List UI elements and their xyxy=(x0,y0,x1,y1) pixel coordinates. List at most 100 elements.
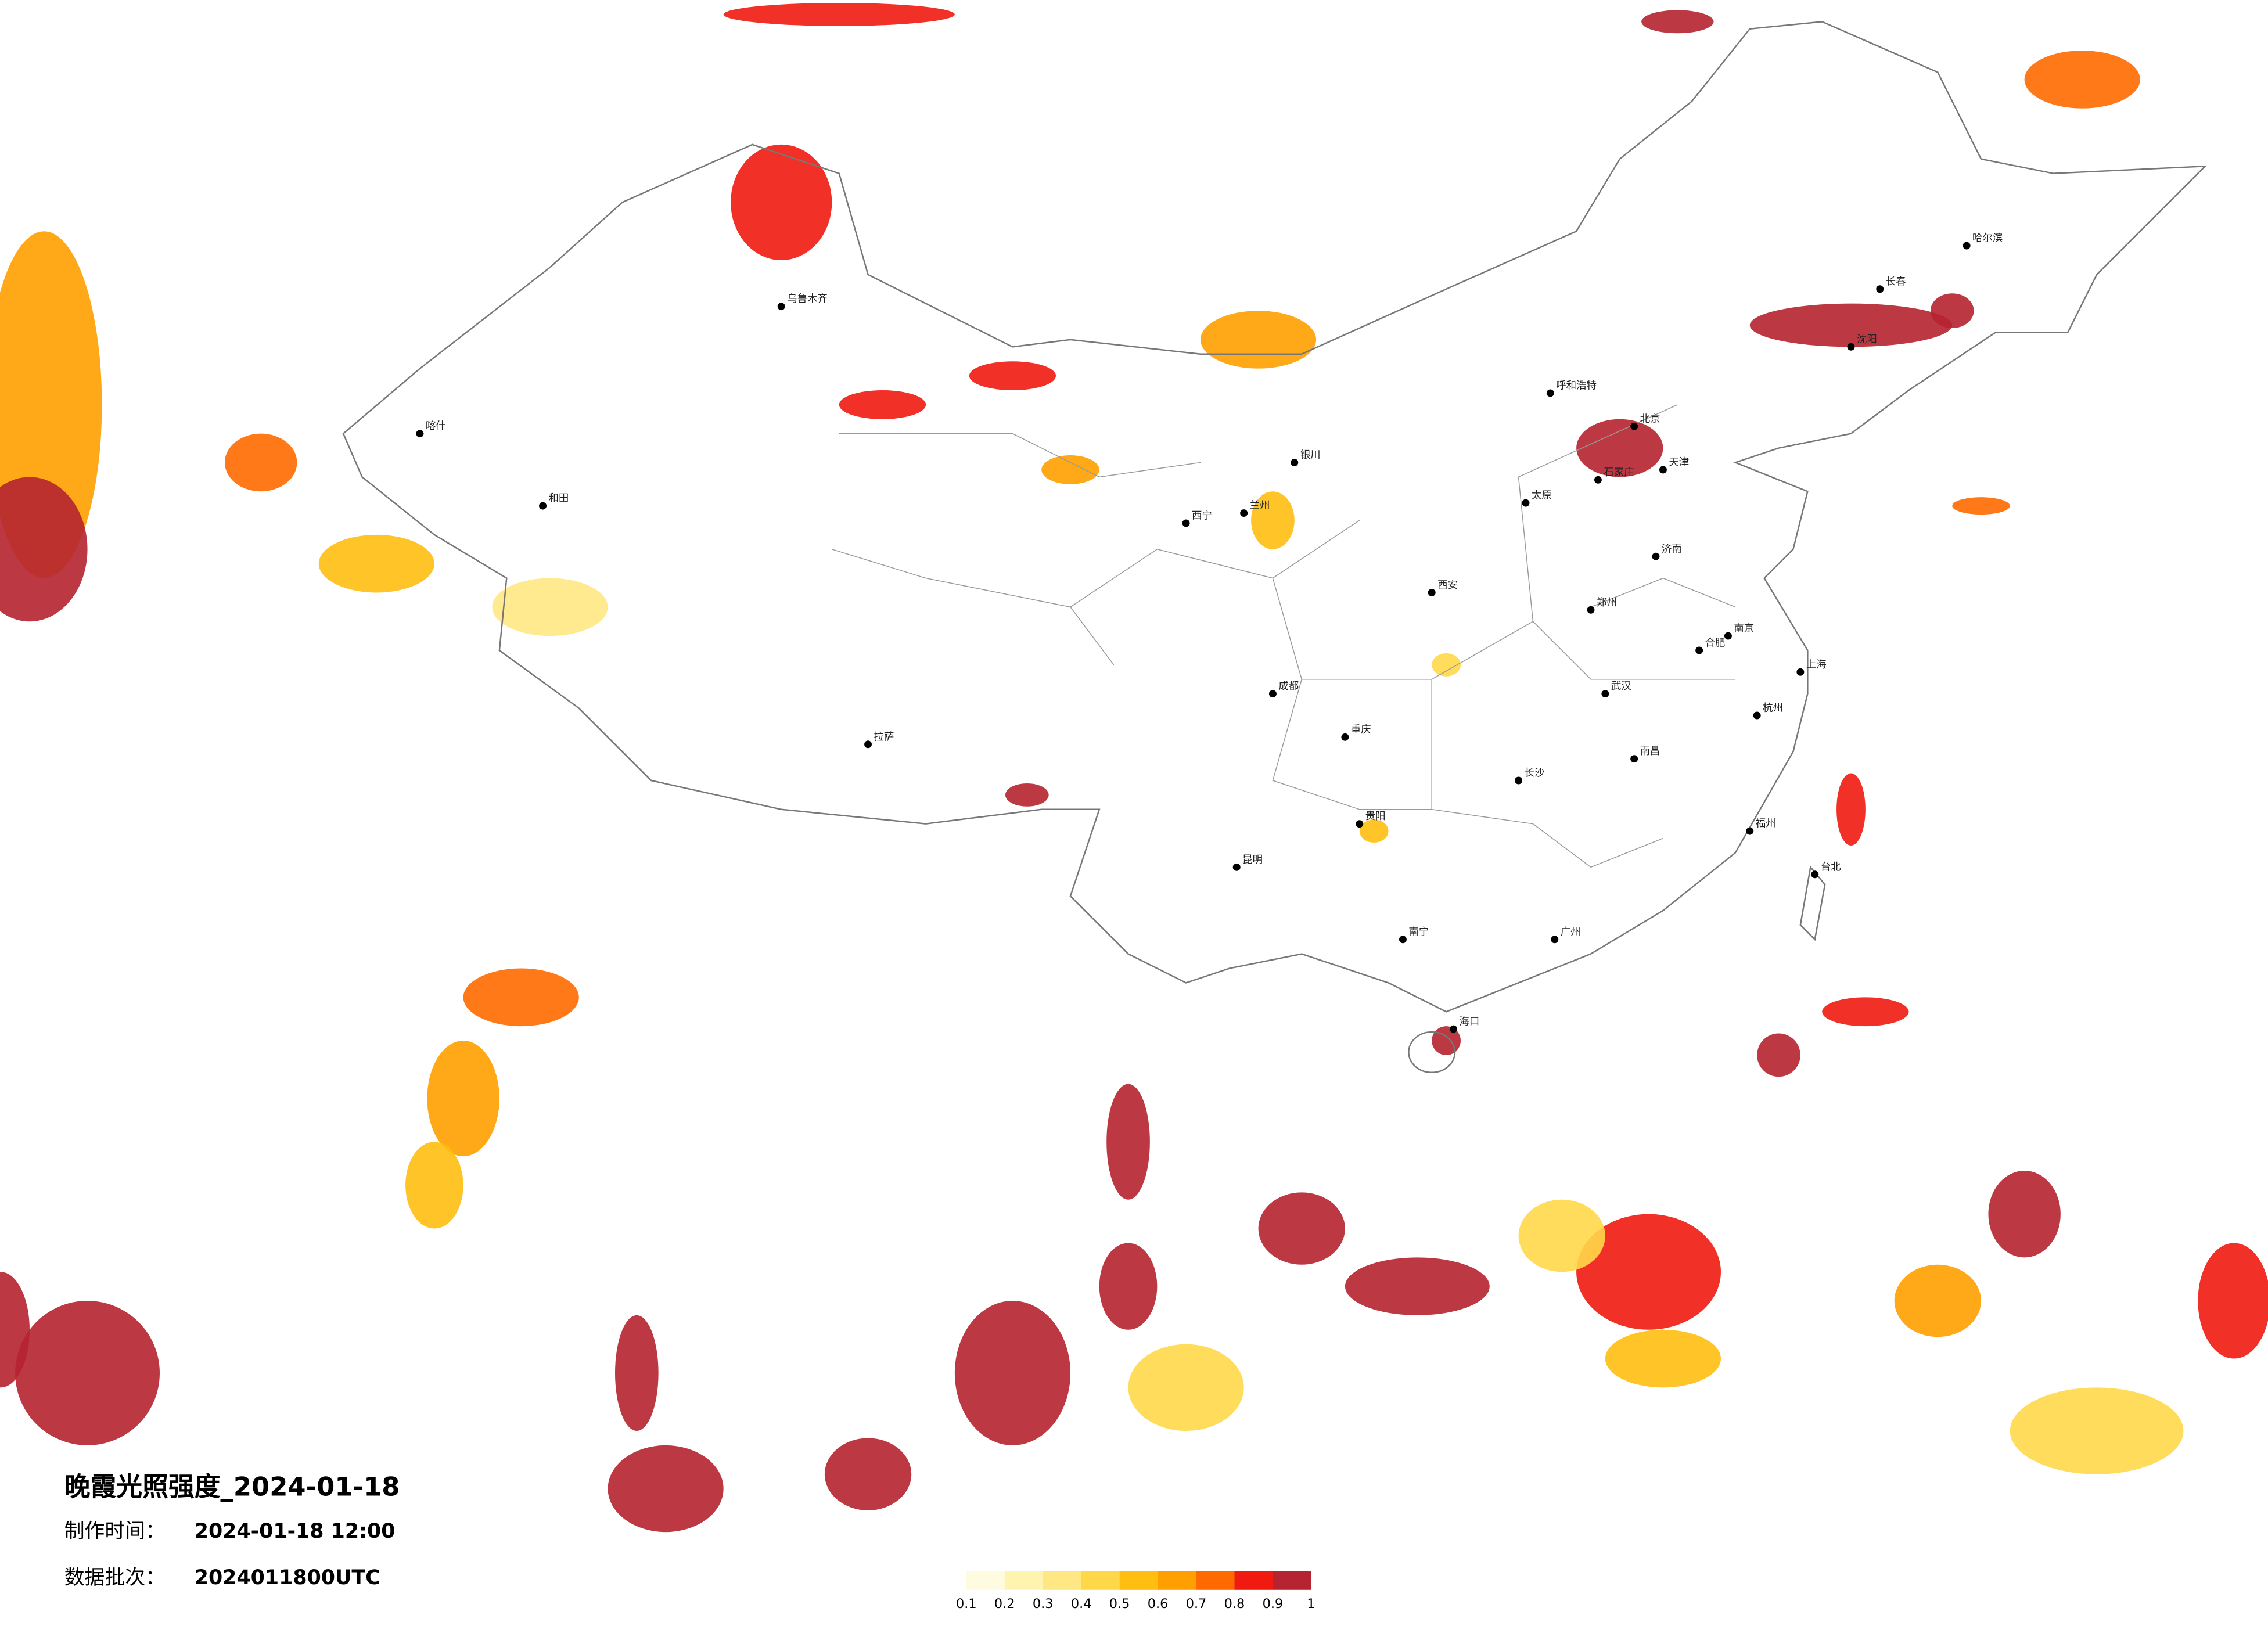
taiwan-outline xyxy=(1799,865,1826,941)
map-title: 晚霞光照强度_2024-01-18 xyxy=(64,1472,400,1502)
heat-cell xyxy=(2024,51,2140,109)
heat-cell xyxy=(1605,1329,1721,1388)
city-label: 兰州 xyxy=(1250,500,1270,512)
colorbar: 0.1 0.2 0.3 0.4 0.5 0.6 0.7 0.8 0.9 1 xyxy=(956,1571,1315,1611)
city-dot xyxy=(1515,776,1523,785)
colorbar-swatch xyxy=(1158,1571,1196,1590)
heat-cell xyxy=(1345,1257,1490,1315)
city-dot xyxy=(416,430,424,438)
heat-cell xyxy=(839,390,926,419)
city-dot xyxy=(1232,863,1241,871)
heat-cell xyxy=(0,477,88,622)
heat-cell xyxy=(1200,311,1317,369)
city-dot xyxy=(1522,499,1530,507)
heat-cell xyxy=(1258,1192,1345,1265)
city-label: 武汉 xyxy=(1611,681,1631,692)
heat-cell xyxy=(1757,1033,1800,1077)
city-dot xyxy=(1724,632,1732,640)
city-dot xyxy=(539,502,547,510)
heat-cell xyxy=(2198,1243,2268,1359)
colorbar-tick-label: 1 xyxy=(1307,1596,1315,1611)
city-label: 广州 xyxy=(1561,926,1581,938)
city-dot xyxy=(1746,827,1754,835)
colorbar-swatch xyxy=(1119,1571,1158,1590)
colorbar-tick-label: 0.9 xyxy=(1263,1596,1284,1611)
city-label: 西宁 xyxy=(1192,510,1212,522)
heat-cell xyxy=(1836,773,1866,846)
city-dot xyxy=(1587,606,1595,614)
city-label: 喀什 xyxy=(426,420,446,432)
city-label: 上海 xyxy=(1806,659,1827,671)
city-dot xyxy=(1291,458,1299,466)
city-label: 南京 xyxy=(1734,623,1754,635)
city-label: 呼和浩特 xyxy=(1556,380,1597,392)
city-dot xyxy=(1876,285,1884,293)
heat-cell xyxy=(1099,1243,1158,1330)
city-dot xyxy=(1630,755,1638,763)
heat-cell xyxy=(463,968,579,1027)
heat-cell xyxy=(2010,1387,2184,1474)
colorbar-swatch xyxy=(1234,1571,1273,1590)
heat-cell xyxy=(1988,1171,2061,1258)
heat-cell xyxy=(1576,419,1663,477)
city-dot xyxy=(1551,936,1559,944)
city-dot xyxy=(1594,476,1602,484)
colorbar-swatch xyxy=(1081,1571,1120,1590)
city-dot xyxy=(1341,733,1349,741)
city-label: 郑州 xyxy=(1597,597,1617,609)
heat-cell xyxy=(1518,1199,1605,1272)
city-label: 成都 xyxy=(1278,681,1299,692)
heat-cell xyxy=(1749,303,1953,347)
heat-cell xyxy=(1251,491,1295,549)
colorbar-swatch xyxy=(1043,1571,1081,1590)
city-label: 南宁 xyxy=(1408,926,1429,938)
city-label: 和田 xyxy=(549,493,569,505)
city-dot xyxy=(1601,690,1609,698)
city-dot xyxy=(1399,936,1407,944)
colorbar-tick-label: 0.1 xyxy=(956,1596,977,1611)
city-label: 天津 xyxy=(1669,456,1689,468)
heat-cell xyxy=(1822,997,1909,1027)
city-dot xyxy=(1450,1025,1458,1033)
city-label: 杭州 xyxy=(1763,703,1783,714)
heat-cell xyxy=(15,1301,160,1445)
city-label: 哈尔滨 xyxy=(1972,233,2003,244)
heat-cell xyxy=(954,1301,1070,1445)
city-label: 济南 xyxy=(1662,544,1682,555)
colorbar-tick-label: 0.6 xyxy=(1148,1596,1169,1611)
colorbar-tick-label: 0.4 xyxy=(1071,1596,1092,1611)
batch-label: 数据批次： xyxy=(64,1566,166,1589)
heat-cell xyxy=(1106,1084,1150,1200)
colorbar-swatch xyxy=(1004,1571,1043,1590)
city-dot xyxy=(1268,690,1277,698)
heat-cell xyxy=(224,433,297,492)
heat-cell xyxy=(492,578,608,636)
hainan-outline xyxy=(1408,1031,1456,1073)
heat-cell xyxy=(1359,819,1389,843)
city-label: 昆明 xyxy=(1242,854,1263,866)
city-dot xyxy=(1847,343,1855,351)
colorbar-tick-label: 0.7 xyxy=(1186,1596,1207,1611)
city-dot xyxy=(1240,509,1248,517)
city-dot xyxy=(777,303,785,311)
city-dot xyxy=(1659,466,1667,474)
heat-cell xyxy=(614,1315,659,1431)
made-label: 制作时间： xyxy=(64,1520,166,1543)
colorbar-swatch xyxy=(1273,1571,1311,1590)
city-label: 台北 xyxy=(1821,861,1841,873)
heat-cell xyxy=(1952,497,2010,515)
city-dot xyxy=(1182,519,1190,527)
heat-cell xyxy=(427,1041,499,1157)
colorbar-tick-label: 0.3 xyxy=(1033,1596,1054,1611)
city-label: 银川 xyxy=(1300,449,1321,461)
colorbar-swatch xyxy=(1196,1571,1235,1590)
country-outline xyxy=(342,21,2207,1013)
city-dot xyxy=(1963,242,1971,250)
city-label: 石家庄 xyxy=(1604,467,1634,479)
city-label: 长沙 xyxy=(1525,768,1545,779)
city-dot xyxy=(1796,668,1805,676)
city-label: 合肥 xyxy=(1705,638,1726,649)
